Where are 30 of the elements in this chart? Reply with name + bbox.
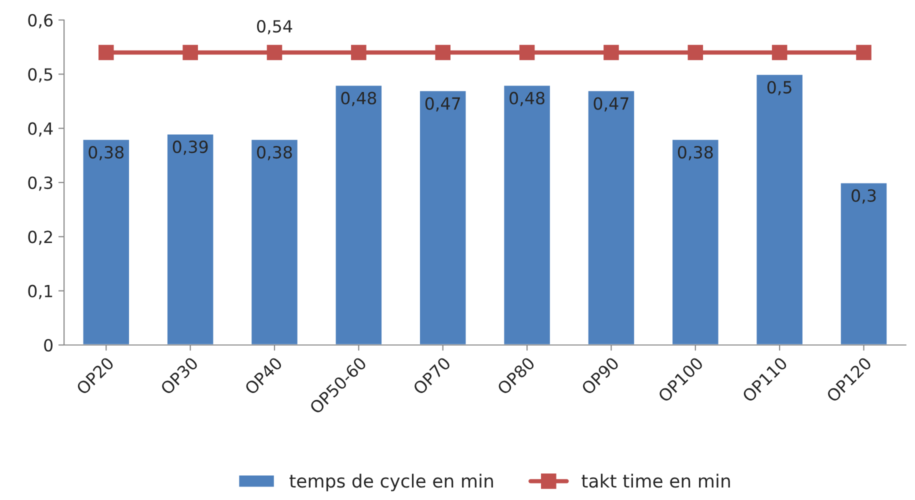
bar [418,90,468,345]
data-label: 0,48 [341,92,376,106]
bar [166,133,215,345]
data-label: 0,38 [678,146,713,160]
y-tick-label: 0,6 [28,14,53,28]
legend-label: takt time en min [582,474,730,488]
bar [839,182,888,345]
y-tick-label: 0,4 [28,122,53,137]
bar [334,84,383,345]
data-label: 0,47 [594,97,628,112]
bar [586,90,636,345]
data-label: 0,3 [852,189,876,204]
y-tick-label: 0 [44,338,53,352]
data-label: 0,48 [510,92,544,106]
data-label: 0,47 [425,97,460,112]
data-label: 0,38 [257,146,292,160]
data-label: 0,54 [257,20,292,34]
bar [755,73,804,345]
data-label: 0,38 [88,146,124,160]
data-label: 0,5 [767,80,792,96]
y-tick-label: 0,2 [28,230,52,245]
bar [82,138,130,345]
data-label: 0,39 [172,140,208,155]
y-tick-label: 0,5 [28,68,52,82]
bar [671,138,720,345]
y-tick-label: 0,1 [28,284,52,300]
legend-label: temps de cycle en min [290,474,493,492]
y-tick-label: 0,3 [28,176,52,191]
bar [502,84,552,345]
bar [250,138,299,345]
